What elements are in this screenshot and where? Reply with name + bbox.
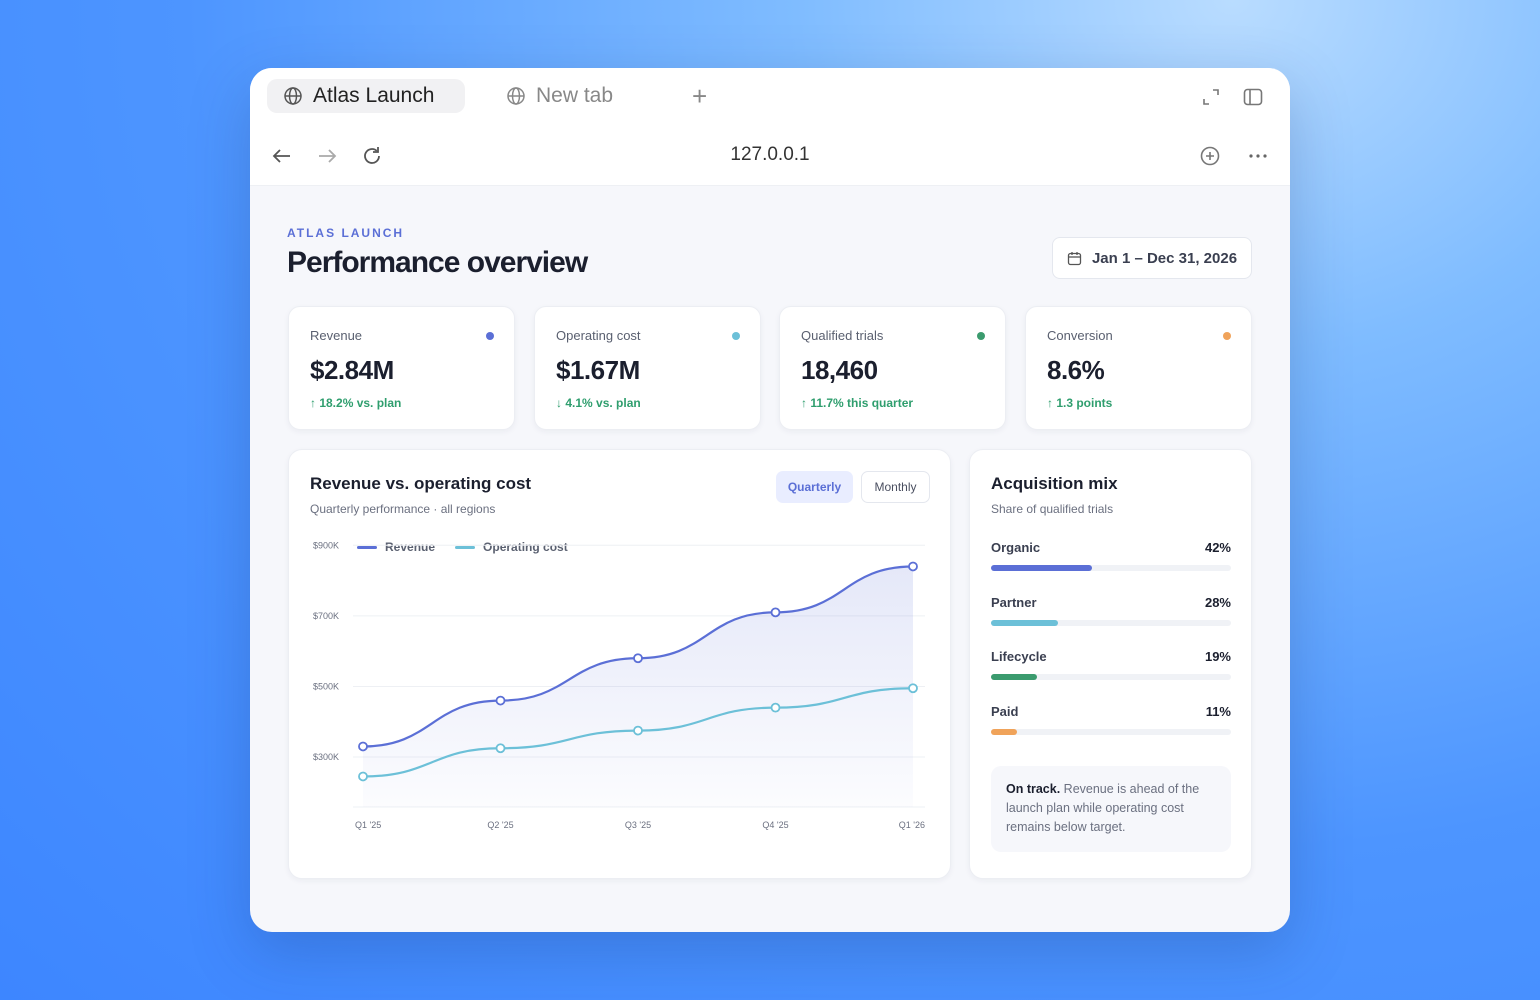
x-tick-label: Q2 '25: [487, 820, 513, 830]
kpi-dot: [977, 332, 985, 340]
mix-name: Organic: [991, 540, 1041, 555]
page-title: Performance overview: [287, 246, 588, 279]
tab-atlas-launch[interactable]: Atlas Launch: [267, 79, 465, 113]
monthly-toggle[interactable]: Monthly: [861, 471, 930, 503]
data-point: [358, 771, 368, 782]
note-lead: On track.: [1006, 782, 1061, 796]
chart-subtitle: Quarterly performance · all regions: [310, 502, 496, 516]
kpi-label: Conversion: [1047, 328, 1113, 343]
data-point: [633, 725, 643, 736]
data-point: [495, 743, 506, 754]
mix-fill: [991, 620, 1059, 626]
y-tick-label: $700K: [313, 611, 339, 621]
kpi-label: Revenue: [310, 328, 363, 343]
mix-fill: [991, 729, 1018, 735]
url-field[interactable]: 127.0.0.1: [730, 144, 810, 165]
kpi-card-operating-cost: Operating cost $1.67M ↓ 4.1% vs. plan: [534, 306, 761, 430]
x-tick-label: Q4 '25: [762, 820, 788, 830]
mix-track: [991, 674, 1231, 680]
kpi-delta: ↑ 1.3 points: [1047, 396, 1113, 410]
kpi-value: 18,460: [801, 355, 878, 385]
chart-title: Revenue vs. operating cost: [310, 474, 532, 493]
mix-track: [991, 729, 1231, 735]
globe-icon: [507, 87, 525, 105]
line-chart: $300K $500K $700K $900K Q1 '25 Q2 '25 Q3 '25 Q4…: [313, 540, 925, 830]
kpi-card-revenue: Revenue $2.84M ↑ 18.2% vs. plan: [288, 306, 515, 430]
mix-name: Partner: [991, 595, 1037, 610]
tab-new-tab[interactable]: New tab: [490, 79, 629, 113]
legend-label: Operating cost: [483, 540, 568, 554]
mix-pct: 28%: [1204, 595, 1231, 610]
data-point: [908, 561, 918, 572]
mix-fill: [991, 565, 1092, 571]
kpi-value: $1.67M: [556, 355, 640, 385]
data-point: [770, 607, 781, 618]
x-tick-label: Q1 '26: [899, 820, 925, 830]
calendar-icon: [1067, 251, 1082, 265]
mix-name: Paid: [991, 704, 1019, 719]
note-text: Revenue is ahead of the launch plan whil…: [1006, 782, 1200, 834]
sidebar-toggle-icon[interactable]: [1242, 86, 1264, 108]
tab-bar: Atlas Launch New tab +: [250, 68, 1290, 126]
quarterly-toggle[interactable]: Quarterly: [776, 471, 853, 503]
kpi-label: Qualified trials: [801, 328, 884, 343]
data-point: [633, 653, 643, 664]
legend-item-revenue: Revenue: [357, 540, 435, 554]
forward-arrow-icon[interactable]: [314, 143, 340, 169]
new-tab-button[interactable]: +: [692, 81, 708, 111]
kpi-delta: ↑ 11.7% this quarter: [801, 396, 914, 410]
y-tick-label: $900K: [313, 540, 339, 550]
data-point: [358, 741, 368, 752]
data-point: [495, 695, 506, 706]
mix-track: [991, 620, 1231, 626]
kpi-delta: ↓ 4.1% vs. plan: [556, 396, 641, 410]
kpi-dot: [1223, 332, 1231, 340]
tab-label: New tab: [536, 84, 614, 107]
mix-name: Lifecycle: [991, 649, 1047, 664]
chart-legend: Revenue Operating cost: [357, 540, 568, 554]
kpi-card-conversion: Conversion 8.6% ↑ 1.3 points: [1025, 306, 1252, 430]
address-bar: 127.0.0.1: [250, 126, 1290, 186]
acquisition-mix-card: Acquisition mix Share of qualified trial…: [969, 449, 1252, 879]
dashboard: ATLAS LAUNCH Performance overview Jan 1 …: [250, 186, 1290, 932]
reload-icon[interactable]: [359, 143, 385, 169]
date-range-label: Jan 1 – Dec 31, 2026: [1091, 249, 1238, 267]
kpi-value: 8.6%: [1047, 355, 1105, 385]
x-tick-label: Q3 '25: [625, 820, 651, 830]
mix-title: Acquisition mix: [991, 474, 1118, 493]
mix-pct: 19%: [1204, 649, 1231, 664]
legend-swatch: [455, 545, 476, 549]
y-tick-label: $500K: [313, 681, 339, 691]
back-arrow-icon[interactable]: [269, 143, 295, 169]
browser-window: Atlas Launch New tab + 127.0.0.1 ATLAS L…: [250, 68, 1290, 932]
x-tick-label: Q1 '25: [355, 820, 381, 830]
status-note: On track. Revenue is ahead of the launch…: [991, 766, 1231, 852]
legend-label: Revenue: [385, 540, 436, 554]
globe-icon: [284, 87, 302, 105]
mix-pct: 11%: [1205, 704, 1231, 719]
kpi-card-qualified-trials: Qualified trials 18,460 ↑ 11.7% this qua…: [779, 306, 1006, 430]
add-bookmark-icon[interactable]: [1197, 143, 1223, 169]
kpi-delta: ↑ 18.2% vs. plan: [310, 396, 402, 410]
mix-subtitle: Share of qualified trials: [991, 502, 1114, 516]
kpi-dot: [732, 332, 740, 340]
legend-item-operating-cost: Operating cost: [455, 540, 568, 554]
mix-pct: 42%: [1204, 540, 1231, 555]
kpi-dot: [486, 332, 494, 340]
fullscreen-icon[interactable]: [1200, 86, 1222, 108]
data-point: [770, 702, 781, 713]
y-tick-label: $300K: [313, 752, 339, 762]
mix-track: [991, 565, 1231, 571]
mix-fill: [991, 674, 1037, 680]
kpi-label: Operating cost: [556, 328, 641, 343]
more-menu-icon[interactable]: [1245, 143, 1271, 169]
data-point: [908, 683, 918, 694]
page-kicker: ATLAS LAUNCH: [287, 226, 405, 240]
legend-swatch: [357, 545, 377, 549]
kpi-value: $2.84M: [310, 355, 394, 385]
date-range-button[interactable]: Jan 1 – Dec 31, 2026: [1052, 237, 1252, 279]
revenue-cost-chart-card: Revenue vs. operating cost Quarterly per…: [288, 449, 951, 879]
tab-label: Atlas Launch: [313, 84, 435, 107]
